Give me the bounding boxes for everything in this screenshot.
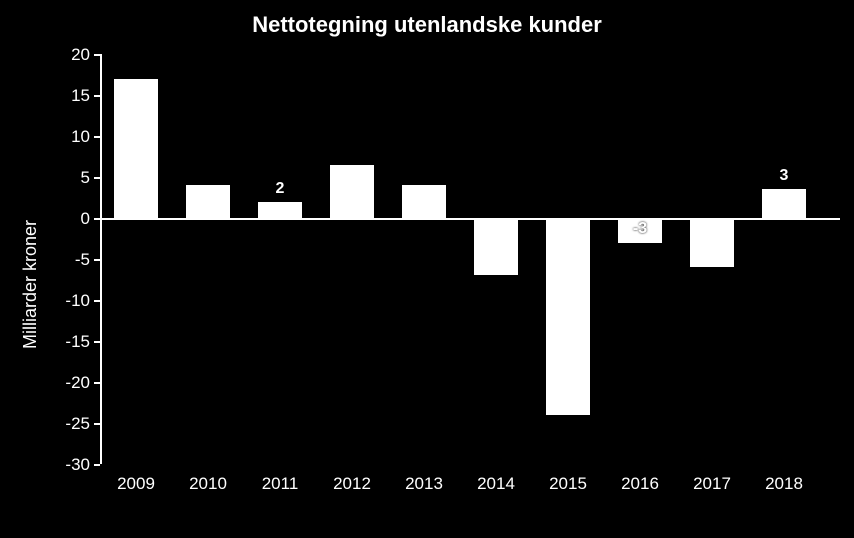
y-tick-label: -25 — [52, 414, 90, 434]
y-tick-label: 20 — [52, 45, 90, 65]
y-tick-mark — [94, 218, 100, 220]
chart-container: Nettotegning utenlandske kunder Milliard… — [0, 0, 854, 538]
bar — [546, 220, 591, 415]
y-tick-label: -20 — [52, 373, 90, 393]
y-tick-mark — [94, 382, 100, 384]
x-tick-label: 2013 — [388, 474, 460, 494]
x-tick-label: 2018 — [748, 474, 820, 494]
y-tick-label: -15 — [52, 332, 90, 352]
chart-title: Nettotegning utenlandske kunder — [0, 12, 854, 38]
bar — [114, 79, 159, 218]
bar-data-label: 3 — [762, 167, 807, 185]
y-tick-label: 0 — [52, 209, 90, 229]
x-tick-label: 2011 — [244, 474, 316, 494]
x-tick-label: 2010 — [172, 474, 244, 494]
y-tick-mark — [94, 177, 100, 179]
y-tick-label: 5 — [52, 168, 90, 188]
x-tick-label: 2017 — [676, 474, 748, 494]
x-tick-label: 2015 — [532, 474, 604, 494]
x-tick-label: 2016 — [604, 474, 676, 494]
y-tick-mark — [94, 54, 100, 56]
bar — [762, 189, 807, 218]
y-tick-label: 15 — [52, 86, 90, 106]
y-tick-label: -30 — [52, 455, 90, 475]
bar — [186, 185, 231, 218]
y-tick-mark — [94, 341, 100, 343]
y-tick-label: 10 — [52, 127, 90, 147]
y-tick-mark — [94, 259, 100, 261]
y-tick-mark — [94, 136, 100, 138]
y-tick-mark — [94, 464, 100, 466]
y-tick-mark — [94, 300, 100, 302]
bar — [402, 185, 447, 218]
y-axis-line — [100, 54, 102, 464]
bar — [690, 220, 735, 267]
bar — [474, 220, 519, 275]
bar — [258, 202, 303, 218]
y-tick-mark — [94, 423, 100, 425]
y-tick-label: -10 — [52, 291, 90, 311]
x-tick-label: 2009 — [100, 474, 172, 494]
y-tick-mark — [94, 95, 100, 97]
bar — [330, 165, 375, 218]
y-axis-label: Milliarder kroner — [20, 220, 41, 349]
y-tick-label: -5 — [52, 250, 90, 270]
bar-data-label: 2 — [258, 180, 303, 198]
x-tick-label: 2012 — [316, 474, 388, 494]
x-tick-label: 2014 — [460, 474, 532, 494]
bar-data-label: -3 — [618, 220, 663, 238]
